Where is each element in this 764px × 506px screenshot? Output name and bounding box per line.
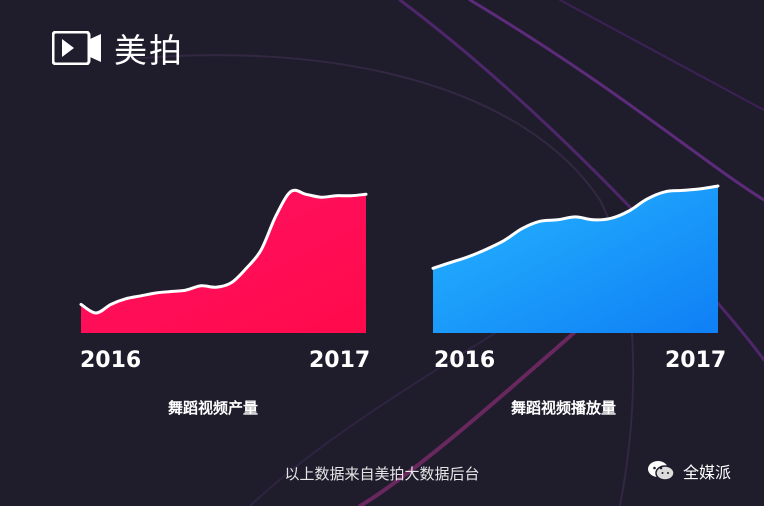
- chart2-title: 舞蹈视频播放量: [511, 399, 617, 417]
- data-source-note: 以上数据来自美拍大数据后台: [284, 465, 480, 483]
- decorative-lines: [119, 0, 764, 506]
- brand-name: 美拍: [114, 31, 184, 70]
- watermark-text: 全媒派: [683, 463, 732, 482]
- chart2-x-start-label: 2016: [434, 348, 496, 373]
- chart2-x-end-label: 2017: [665, 348, 727, 373]
- chart1-x-start-label: 2016: [80, 348, 142, 373]
- wechat-icon: [648, 461, 675, 481]
- meipai-logo-icon: [52, 31, 101, 65]
- chart1-area: [81, 190, 366, 333]
- chart2-series-line: [431, 184, 720, 270]
- chart1-title: 舞蹈视频产量: [168, 399, 259, 417]
- wechat-watermark: 全媒派: [647, 459, 731, 483]
- chart2-area: [433, 186, 718, 333]
- brand-logo: 美拍: [52, 24, 184, 72]
- chart1-series-line: [79, 188, 368, 315]
- chart1-x-end-label: 2017: [309, 348, 371, 373]
